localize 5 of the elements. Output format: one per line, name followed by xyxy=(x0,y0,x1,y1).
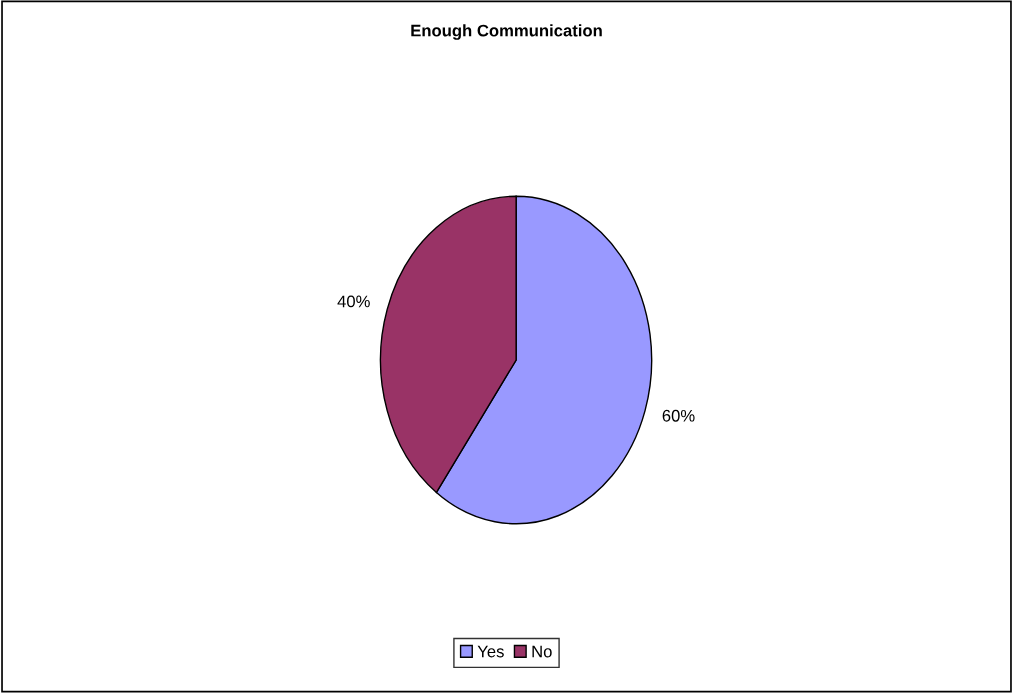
legend-label: Yes xyxy=(477,645,504,658)
legend-label: No xyxy=(532,645,552,658)
data-label: 40% xyxy=(337,295,370,308)
chart-title: Enough Communication xyxy=(411,24,602,40)
data-label: 60% xyxy=(662,409,695,422)
